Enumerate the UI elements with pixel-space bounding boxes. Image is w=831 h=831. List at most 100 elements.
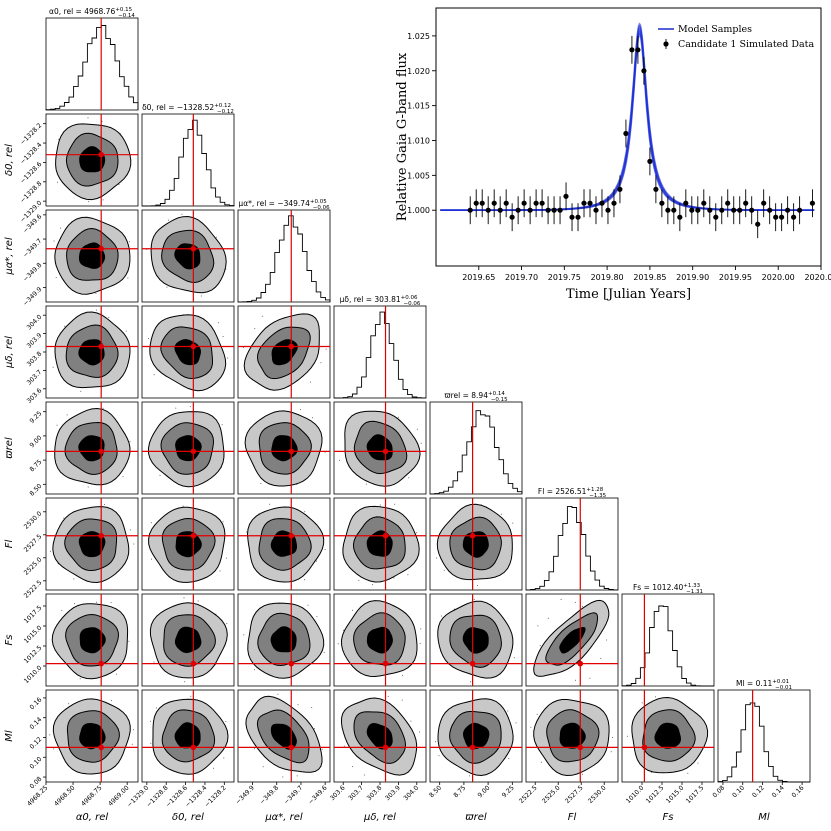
data-point xyxy=(635,35,641,64)
sample-point xyxy=(189,406,191,408)
sample-point xyxy=(473,599,475,600)
y-tick-label: 1.015 xyxy=(407,102,430,111)
data-point xyxy=(749,196,755,225)
panel-plx-mud xyxy=(333,401,427,495)
data-point xyxy=(491,189,497,218)
data-marker xyxy=(779,214,785,220)
data-point xyxy=(467,196,473,225)
contour-3sigma xyxy=(174,626,202,654)
sample-point xyxy=(325,348,327,350)
marginal-title: Fl = 2526.51+1.28 −1.35 xyxy=(538,487,607,499)
data-marker xyxy=(467,207,473,213)
contour-3sigma xyxy=(654,722,682,749)
sample-point xyxy=(103,503,105,505)
y-tick-label: 1.010 xyxy=(407,136,430,145)
sample-point xyxy=(536,713,538,715)
x-tick-label: −349.6 xyxy=(307,784,328,805)
sample-point xyxy=(314,728,315,730)
sample-point xyxy=(153,661,155,663)
truth-point xyxy=(98,448,104,455)
y-tick-label: −349.9 xyxy=(22,286,43,307)
data-marker xyxy=(665,207,671,213)
panel-frame xyxy=(45,17,139,111)
data-marker xyxy=(635,47,641,53)
data-marker xyxy=(533,200,539,206)
data-marker xyxy=(593,207,599,213)
x-tick-label: 9.25 xyxy=(501,784,516,799)
histogram-mua xyxy=(237,215,331,303)
sample-point xyxy=(337,643,339,645)
data-point xyxy=(731,196,737,225)
sample-point xyxy=(261,315,263,317)
data-point xyxy=(527,196,533,225)
truth-point xyxy=(382,660,389,667)
sample-point xyxy=(394,503,396,505)
lower-error: −1.35 xyxy=(589,493,606,499)
x-tick-label: 1012.5 xyxy=(645,784,666,805)
histogram-delta xyxy=(142,119,235,207)
data-marker xyxy=(773,214,779,220)
x-tick-label: 0.16 xyxy=(791,784,806,799)
y-tick-label: 1.005 xyxy=(407,171,430,180)
data-marker xyxy=(515,207,521,213)
sample-point xyxy=(441,615,443,617)
sample-point xyxy=(226,623,228,625)
x-tick-label: 303.6 xyxy=(329,784,347,802)
data-point xyxy=(767,196,773,225)
data-marker xyxy=(713,214,719,220)
y-tick-label: 0.14 xyxy=(29,716,44,731)
x-tick-label: −1328.2 xyxy=(203,784,227,808)
y-tick-label: 0.10 xyxy=(29,756,44,771)
sample-point xyxy=(55,277,57,279)
histogram-fl xyxy=(525,506,619,591)
panel-fl-plx xyxy=(429,497,523,591)
sample-point xyxy=(129,441,131,443)
data-marker xyxy=(641,68,647,74)
sample-point xyxy=(582,605,584,607)
data-point xyxy=(563,182,569,211)
sample-point xyxy=(343,745,345,747)
x-axis-label: μδ, rel xyxy=(363,812,396,823)
y-axis-label: Fl xyxy=(4,540,15,549)
data-point xyxy=(761,189,767,218)
panel-mud-mua xyxy=(237,305,331,399)
sample-point xyxy=(304,579,305,581)
histogram-ml xyxy=(717,702,810,783)
marginal-title: Ml = 0.11+0.01 −0.01 xyxy=(736,679,792,691)
truth-point xyxy=(469,660,476,667)
sample-point xyxy=(600,657,602,659)
marginal-title: ϖrel = 8.94+0.14 −0.15 xyxy=(444,391,508,403)
sample-point xyxy=(125,330,127,332)
panel-frame xyxy=(525,497,619,591)
sample-point xyxy=(611,736,613,738)
sample-point xyxy=(296,775,298,777)
data-point xyxy=(569,203,575,232)
truth-point xyxy=(190,245,197,252)
x-tick-label: 2019.70 xyxy=(505,273,538,282)
y-tick-label: 2522.5 xyxy=(23,579,44,600)
sample-point xyxy=(321,748,323,750)
sample-point xyxy=(372,584,374,586)
sample-point xyxy=(420,628,422,630)
sample-point xyxy=(221,424,223,426)
x-tick-label: −349.9 xyxy=(234,784,255,805)
x-tick-label: 303.8 xyxy=(366,784,384,802)
sample-point xyxy=(60,227,61,229)
x-axis-label: Fl xyxy=(568,812,577,823)
data-marker xyxy=(623,130,629,137)
data-marker xyxy=(551,207,557,213)
sample-point xyxy=(401,699,403,701)
sample-point xyxy=(627,735,628,737)
y-axis-label: Relative Gaia G-band flux xyxy=(395,52,410,221)
sample-point xyxy=(213,767,214,769)
x-tick-label: 4968.75 xyxy=(80,784,103,807)
data-marker xyxy=(809,200,816,206)
data-marker xyxy=(689,207,695,213)
sample-point xyxy=(253,748,255,750)
data-point xyxy=(779,203,785,232)
lower-error: −0.01 xyxy=(775,685,792,691)
sample-point xyxy=(343,629,344,631)
contour-3sigma xyxy=(462,627,489,654)
histogram-plx xyxy=(429,410,523,495)
